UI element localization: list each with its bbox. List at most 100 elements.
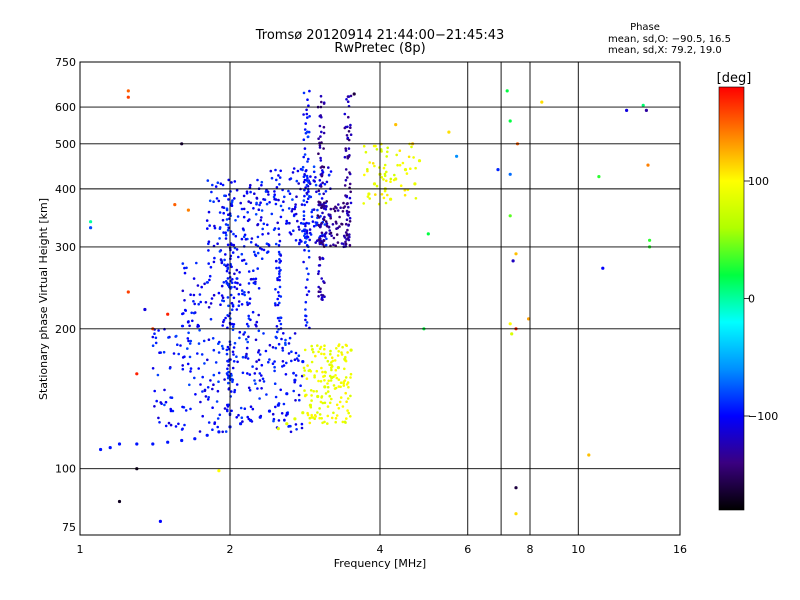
f-region-x-point	[394, 177, 398, 181]
echo-point	[386, 146, 390, 150]
echo-point	[221, 430, 224, 434]
echo-point	[272, 195, 276, 199]
echo-point	[298, 398, 301, 402]
echo-point	[204, 301, 208, 304]
echo-point	[332, 236, 336, 240]
x-trace-point	[336, 366, 340, 370]
echo-point	[305, 200, 309, 204]
echo-point	[322, 102, 326, 105]
echo-point	[304, 186, 307, 189]
colorbar-tick-label: 0	[748, 293, 755, 306]
echo-point	[320, 141, 323, 144]
echo-point	[317, 264, 321, 267]
echo-point	[291, 171, 295, 174]
echo-point	[207, 396, 210, 399]
echo-point	[316, 344, 319, 347]
echo-point	[247, 386, 251, 390]
echo-point	[330, 356, 334, 360]
echo-point	[309, 370, 313, 373]
echo-point	[260, 257, 264, 261]
o-trace-point	[108, 446, 112, 450]
echo-point	[326, 414, 330, 418]
echo-point	[169, 407, 172, 411]
echo-point	[305, 169, 308, 172]
echo-point	[321, 257, 325, 261]
echo-point	[289, 177, 293, 180]
echo-point	[221, 183, 225, 187]
echo-point	[323, 182, 327, 186]
echo-point	[258, 353, 262, 356]
echo-point	[345, 209, 349, 213]
echo-point	[157, 329, 160, 332]
echo-point	[347, 115, 350, 119]
echo-point	[273, 382, 277, 386]
o-trace-point	[267, 409, 272, 413]
echo-point	[247, 200, 250, 203]
echo-point	[274, 395, 278, 399]
echo-point	[279, 322, 283, 326]
echo-point	[386, 150, 389, 154]
echo-point	[247, 314, 250, 318]
echo-point	[310, 399, 313, 402]
echo-point	[325, 222, 329, 225]
echo-point	[334, 386, 338, 390]
echo-point	[339, 206, 342, 209]
echo-point	[343, 155, 347, 159]
echo-point	[349, 415, 352, 418]
echo-point	[347, 147, 351, 150]
echo-point	[336, 241, 340, 244]
x-axis-ticks: 1 2 4 6 8 10 16	[77, 543, 688, 556]
echo-point	[225, 218, 229, 221]
echo-point	[340, 353, 344, 356]
echo-point	[169, 423, 173, 427]
echo-point	[273, 369, 276, 373]
echo-point	[298, 241, 301, 245]
echo-point	[181, 289, 185, 293]
scatter-point	[587, 453, 591, 457]
echo-point	[233, 285, 236, 289]
echo-point	[196, 284, 200, 287]
echo-point	[349, 123, 352, 127]
echo-point	[266, 190, 270, 194]
phase-heading: Phase	[630, 22, 660, 33]
echo-point	[227, 304, 230, 308]
echo-point	[211, 428, 214, 432]
echo-point	[347, 238, 351, 242]
echo-point	[224, 253, 227, 256]
echo-point	[217, 199, 221, 203]
scatter-point	[646, 163, 650, 167]
echo-point	[332, 207, 336, 211]
echo-point	[278, 261, 282, 264]
echo-point	[334, 244, 338, 247]
echo-point	[181, 364, 184, 367]
chart-title: Tromsø 20120914 21:44:00−21:45:43	[255, 28, 505, 43]
echo-point	[276, 330, 279, 334]
echo-point	[336, 226, 340, 230]
echo-point	[223, 407, 227, 410]
echo-point	[237, 413, 240, 417]
echo-point	[305, 321, 309, 324]
echo-point	[299, 384, 302, 388]
echo-point	[256, 178, 259, 182]
echo-point	[224, 237, 228, 240]
echo-point	[231, 278, 234, 281]
echo-point	[321, 370, 324, 374]
echo-point	[253, 379, 256, 382]
echo-point	[256, 267, 260, 270]
echo-point	[242, 333, 245, 336]
echo-point	[347, 130, 351, 133]
echo-point	[301, 229, 304, 233]
x-trace-point	[301, 411, 305, 415]
echo-point	[278, 183, 281, 186]
echo-point	[328, 363, 331, 367]
echo-point	[184, 409, 188, 412]
echo-point	[314, 221, 318, 224]
echo-point	[307, 222, 311, 225]
echo-point	[305, 130, 309, 134]
echo-point	[319, 400, 323, 404]
echo-point	[349, 372, 353, 376]
echo-point	[277, 419, 281, 422]
echo-point	[225, 348, 229, 352]
echo-point	[277, 233, 281, 236]
echo-point	[223, 194, 226, 197]
